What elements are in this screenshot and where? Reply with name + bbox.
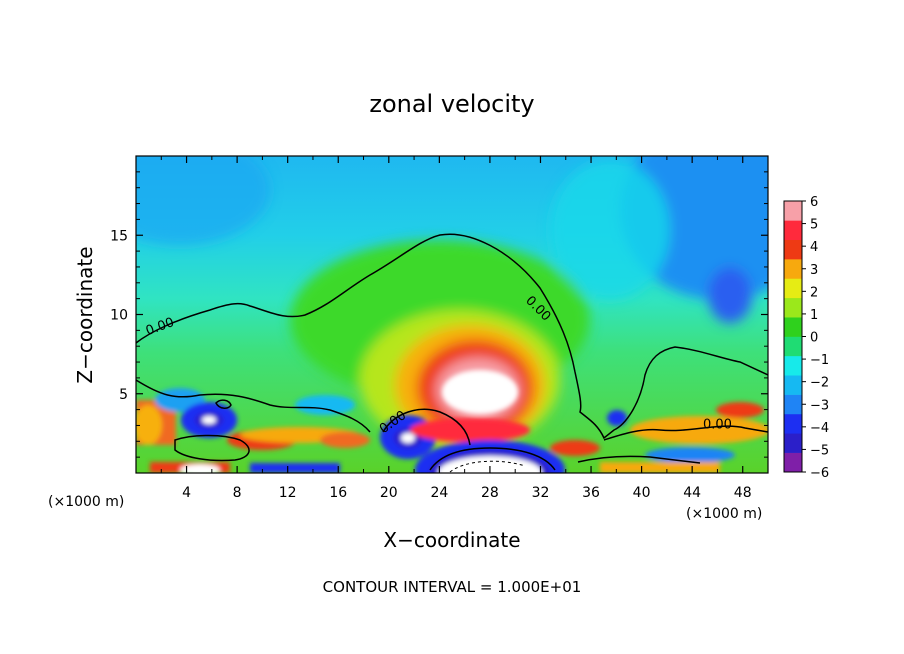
x-tick-label: 48 [734, 485, 752, 501]
colorbar-label: 0 [810, 331, 818, 346]
lower-center-red-band [410, 418, 530, 442]
colorbar-label: 5 [810, 218, 818, 233]
zero-contour-small-loop [215, 399, 232, 409]
x-tick-label: 40 [633, 485, 651, 501]
colorbar-segment [784, 375, 802, 395]
lower-left-orange [136, 405, 162, 445]
x-tick-label: 12 [279, 485, 297, 501]
colorbar [783, 200, 806, 473]
left-negative-center [202, 416, 216, 424]
colorbar-segment [784, 297, 802, 318]
y-tick-label: 15 [110, 228, 128, 244]
colorbar-label: −4 [810, 421, 829, 436]
chart-title: zonal velocity [369, 90, 534, 118]
lower-right-blue-patch [645, 447, 735, 463]
y-axis-label: Z−coordinate [73, 246, 97, 383]
x-axis-label: X−coordinate [383, 528, 520, 552]
x-tick-label: 32 [532, 485, 550, 501]
colorbar-label: −2 [810, 376, 829, 391]
colorbar-label: −6 [810, 466, 829, 481]
lower-right-warm-band [630, 416, 768, 444]
x-tick-label: 28 [481, 485, 499, 501]
x-tick-label: 4 [182, 485, 191, 501]
colorbar-label: −1 [810, 353, 829, 368]
colorbar-labels: −6 −5 −4 −3 −2 −1 0 1 2 3 4 5 6 [810, 195, 829, 481]
bottom-mid-blue-strip [250, 463, 340, 473]
zero-contour-lower-right [603, 425, 768, 441]
x-tick-label: 24 [430, 485, 448, 501]
contour-label: 0.00 [703, 418, 732, 433]
lower-mid-red [550, 440, 600, 456]
x-tick-label: 16 [329, 485, 347, 501]
zero-contour-main [136, 233, 768, 440]
x-unit-right: (×1000 m) [686, 506, 762, 522]
colorbar-segment [784, 413, 802, 434]
lower-center-white [438, 456, 542, 473]
lower-right-red-patch [716, 402, 764, 418]
colorbar-segment [784, 452, 802, 473]
zero-contour-loop-mid [382, 408, 471, 446]
colorbar-segment [784, 239, 802, 260]
center-negative-center [401, 433, 415, 443]
colorbar-label: −5 [810, 443, 829, 458]
colorbar-label: 1 [810, 308, 818, 323]
upper-left-blue-band [136, 156, 270, 245]
colorbar-segment [784, 201, 802, 221]
y-tick-label: 5 [119, 387, 128, 403]
colorbar-label: 4 [810, 240, 818, 255]
upper-right-negative-core [708, 267, 752, 323]
bottom-left-white [180, 464, 220, 473]
mid-blue-patch [295, 395, 355, 415]
zero-contour-bottom-right [577, 455, 701, 464]
jet-core-white [442, 370, 518, 414]
x-tick-label: 36 [582, 485, 600, 501]
x-unit-left: (×1000 m) [48, 494, 124, 510]
x-tick-label: 44 [683, 485, 701, 501]
x-tick-label: 8 [233, 485, 242, 501]
colorbar-segment [784, 355, 802, 376]
colorbar-segment [784, 278, 802, 299]
colorbar-label: 6 [810, 195, 818, 210]
upper-right-cyan-band [550, 160, 670, 300]
y-tick-label: 10 [110, 308, 128, 324]
x-axis-ticks: 4 8 12 16 20 24 28 32 36 40 44 48 [160, 156, 752, 501]
y-axis-ticks: 5 10 15 [110, 171, 768, 458]
contour-interval-note: CONTOUR INTERVAL = 1.000E+01 [323, 578, 582, 596]
heatmap-field [136, 156, 768, 473]
colorbar-segment [784, 336, 802, 357]
colorbar-segment [784, 259, 802, 279]
zero-contour-lower-left [136, 379, 371, 433]
zero-contours [136, 233, 768, 471]
colorbar-segment [784, 394, 802, 415]
colorbar-segment [784, 317, 802, 337]
colorbar-label: 3 [810, 263, 818, 278]
colorbar-segment [784, 433, 802, 453]
colorbar-label: −3 [810, 398, 829, 413]
mid-orange-patch [320, 432, 370, 448]
colorbar-segment [784, 220, 802, 241]
lower-right-blue-spot [607, 410, 627, 426]
zero-contour-bottom [429, 447, 556, 471]
bottom-right-orange-strip [600, 462, 720, 473]
zero-contour-loop-left [174, 434, 250, 462]
colorbar-label: 2 [810, 285, 818, 300]
x-tick-label: 20 [380, 485, 398, 501]
